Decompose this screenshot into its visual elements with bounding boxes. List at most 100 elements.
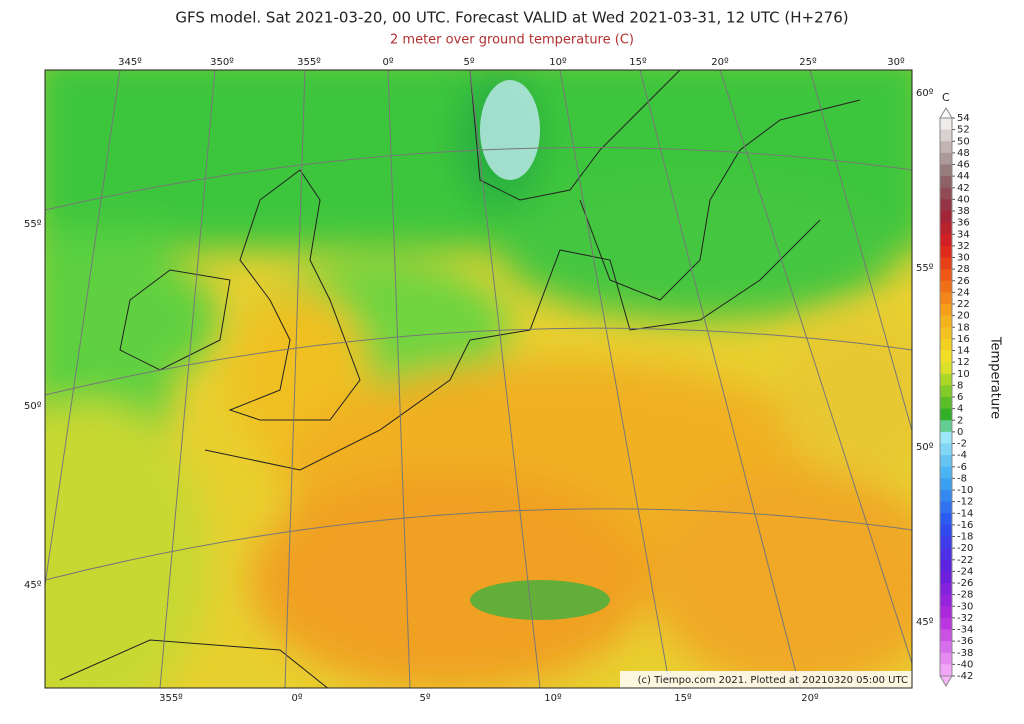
colorbar-segment — [940, 211, 952, 224]
colorbar-segment — [940, 129, 952, 142]
colorbar-segment — [940, 501, 952, 514]
colorbar-tick-label: 0 — [957, 427, 963, 438]
longitude-label: 20º — [711, 57, 729, 68]
colorbar-tick-label: 2 — [957, 415, 963, 426]
title: GFS model. Sat 2021-03-20, 00 UTC. Forec… — [175, 9, 848, 27]
colorbar-tick-label: 32 — [957, 241, 970, 252]
longitude-label: 15º — [674, 693, 692, 704]
colorbar-segment — [940, 269, 952, 282]
colorbar-tick-label: -34 — [957, 625, 973, 636]
colorbar-tick-label: -42 — [957, 671, 973, 682]
longitude-label: 0º — [291, 693, 302, 704]
colorbar-tick-label: 8 — [957, 380, 963, 391]
colorbar-tick-label: -26 — [957, 578, 973, 589]
colorbar-segment — [940, 257, 952, 270]
colorbar-segment — [940, 536, 952, 549]
colorbar-tick-label: 12 — [957, 357, 970, 368]
colorbar-segment — [940, 664, 952, 677]
colorbar-tick-label: -40 — [957, 659, 973, 670]
colorbar-tick-label: -16 — [957, 520, 973, 531]
longitude-label: 355º — [297, 57, 321, 68]
colorbar-segment — [940, 199, 952, 212]
colorbar-segment — [940, 478, 952, 491]
colorbar-tick-label: -14 — [957, 508, 973, 519]
colorbar-tick-label: 48 — [957, 148, 970, 159]
colorbar-segment — [940, 397, 952, 410]
colorbar-segment — [940, 292, 952, 305]
colorbar-segment — [940, 222, 952, 235]
colorbar-segment — [940, 315, 952, 328]
colorbar-segment — [940, 245, 952, 258]
colorbar-tick-label: -30 — [957, 601, 973, 612]
credit: (c) Tiempo.com 2021. Plotted at 20210320… — [638, 675, 908, 686]
colorbar-tick-label: 16 — [957, 334, 970, 345]
colorbar-tick-label: 28 — [957, 264, 970, 275]
colorbar-tick-label: -36 — [957, 636, 973, 647]
colorbar-segment — [940, 408, 952, 421]
colorbar-arrow — [939, 675, 953, 687]
colorbar-tick-label: 42 — [957, 183, 970, 194]
colorbar-segment — [940, 641, 952, 654]
latitude-label: 50º — [24, 401, 42, 412]
colorbar-tick-label: -18 — [957, 532, 973, 543]
colorbar-tick-label: 22 — [957, 299, 970, 310]
colorbar-tick-label: 20 — [957, 311, 970, 322]
colorbar-unit: C — [942, 91, 950, 104]
colorbar-segment — [940, 524, 952, 537]
colorbar-segment — [940, 443, 952, 456]
colorbar-tick-label: 36 — [957, 218, 970, 229]
colorbar-segment — [940, 176, 952, 189]
colorbar-segment — [940, 466, 952, 479]
colorbar-arrow — [939, 107, 953, 119]
colorbar-tick-label: 14 — [957, 346, 970, 357]
colorbar-segment — [940, 490, 952, 503]
latitude-label: 45º — [916, 617, 934, 628]
colorbar-frame — [939, 117, 953, 677]
latitude-label: 55º — [916, 263, 934, 274]
colorbar-tick-label: 30 — [957, 253, 970, 264]
colorbar-tick-label: 26 — [957, 276, 970, 287]
longitude-label: 20º — [801, 693, 819, 704]
colorbar-segment — [940, 583, 952, 596]
colorbar-tick-label: -24 — [957, 566, 973, 577]
colorbar-segment — [940, 234, 952, 247]
latitude-label: 50º — [916, 442, 934, 453]
colorbar-segment — [940, 571, 952, 584]
colorbar-segment — [940, 373, 952, 386]
colorbar-tick-label: 54 — [957, 113, 970, 124]
map: (c) Tiempo.com 2021. Plotted at 20210320… — [45, 70, 912, 688]
colorbar-segment — [940, 280, 952, 293]
longitude-label: 5º — [419, 693, 430, 704]
colorbar-segment — [940, 652, 952, 665]
colorbar-segment — [940, 350, 952, 363]
colorbar-segment — [940, 118, 952, 131]
colorbar-tick-label: -28 — [957, 590, 973, 601]
colorbar-tick-label: -20 — [957, 543, 973, 554]
colorbar-segment — [940, 617, 952, 630]
colorbar-tick-label: 4 — [957, 404, 963, 415]
colorbar-tick-label: 44 — [957, 171, 970, 182]
latitude-label: 60º — [916, 88, 934, 99]
colorbar-tick-label: -10 — [957, 485, 973, 496]
colorbar-tick-label: -38 — [957, 648, 973, 659]
longitude-label: 25º — [799, 57, 817, 68]
colorbar-tick-label: -8 — [957, 473, 967, 484]
colorbar-tick-label: 52 — [957, 125, 970, 136]
colorbar-segment — [940, 606, 952, 619]
colorbar-label: Temperature — [988, 336, 1003, 419]
longitude-label: 10º — [549, 57, 567, 68]
subtitle: 2 meter over ground temperature (C) — [390, 33, 634, 48]
colorbar-segment — [940, 548, 952, 561]
colorbar-segment — [940, 420, 952, 433]
longitude-label: 345º — [118, 57, 142, 68]
colorbar-segment — [940, 141, 952, 154]
colorbar-segment — [940, 164, 952, 177]
colorbar-segment — [940, 187, 952, 200]
colorbar-segment — [940, 385, 952, 398]
colorbar-tick-label: -6 — [957, 462, 967, 473]
colorbar-segment — [940, 594, 952, 607]
colorbar-tick-label: 10 — [957, 369, 970, 380]
colorbar-tick-label: 6 — [957, 392, 963, 403]
longitude-label: 355º — [159, 693, 183, 704]
colorbar-tick-label: -32 — [957, 613, 973, 624]
